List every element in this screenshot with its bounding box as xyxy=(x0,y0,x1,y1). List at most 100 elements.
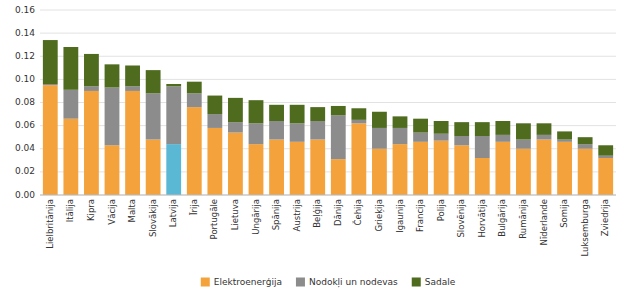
x-tick-label: Ungārija xyxy=(251,199,261,235)
x-tick-label: Portugāle xyxy=(209,199,219,239)
bar xyxy=(495,135,510,142)
bar xyxy=(84,91,99,195)
bar xyxy=(269,105,284,121)
bar xyxy=(434,121,449,134)
bar xyxy=(331,115,346,159)
bar xyxy=(166,84,181,86)
chart: 0.000.020.040.060.080.100.120.140.16Liel… xyxy=(0,0,624,290)
x-tick-label: Beļģija xyxy=(312,199,323,228)
bar xyxy=(331,159,346,195)
bar xyxy=(516,140,531,149)
bar xyxy=(557,131,572,139)
legend-swatch xyxy=(412,278,421,287)
bar xyxy=(269,140,284,196)
bar xyxy=(63,90,78,119)
bar xyxy=(475,122,490,136)
legend-swatch xyxy=(296,278,305,287)
bar xyxy=(105,145,120,195)
bar xyxy=(146,93,161,139)
x-tick-label: Lielbritānija xyxy=(45,199,55,249)
bar xyxy=(578,149,593,195)
bar xyxy=(351,120,366,123)
x-tick-label: Čehija xyxy=(352,199,363,225)
bar xyxy=(125,91,140,195)
bar xyxy=(43,84,58,85)
bar xyxy=(166,144,181,195)
legend-item: Sadale xyxy=(412,277,456,287)
bar xyxy=(393,116,408,128)
bar xyxy=(290,142,305,195)
x-tick-label: Luksemburga xyxy=(580,199,590,257)
y-tick-label: 0.00 xyxy=(15,190,35,200)
bar xyxy=(393,144,408,195)
bar xyxy=(598,156,613,158)
bar xyxy=(146,70,161,93)
bar xyxy=(187,93,202,107)
legend-swatch xyxy=(201,278,210,287)
bar xyxy=(557,140,572,142)
bar xyxy=(495,142,510,195)
x-tick-label: Rumānija xyxy=(518,199,528,239)
bar xyxy=(63,119,78,195)
y-tick-label: 0.08 xyxy=(15,97,35,107)
legend-item: Nodokļi un nodevas xyxy=(296,277,398,288)
x-tick-label: Polija xyxy=(436,199,446,221)
bar xyxy=(598,158,613,195)
y-tick-label: 0.14 xyxy=(15,28,35,38)
bar xyxy=(310,140,325,196)
bar xyxy=(372,112,387,128)
bar xyxy=(413,133,428,142)
bar xyxy=(413,119,428,133)
bar xyxy=(207,114,222,128)
bar xyxy=(537,140,552,196)
bar xyxy=(454,145,469,195)
x-tick-label: Malta xyxy=(127,199,137,222)
bars xyxy=(43,40,613,195)
legend-label: Sadale xyxy=(425,277,456,287)
bar xyxy=(228,122,243,132)
bar xyxy=(372,128,387,149)
bar xyxy=(146,140,161,196)
bar xyxy=(187,107,202,195)
x-tick-label: Austrija xyxy=(292,199,302,231)
grid-line xyxy=(40,10,616,11)
bar xyxy=(187,82,202,94)
bar xyxy=(393,128,408,144)
bar xyxy=(84,54,99,86)
bar xyxy=(578,137,593,144)
legend-label: Elektroenerģija xyxy=(214,277,282,287)
x-tick-label: Dānija xyxy=(333,199,343,226)
bar xyxy=(454,136,469,145)
x-tick-label: Nīderlande xyxy=(539,199,549,245)
y-tick-label: 0.04 xyxy=(15,143,35,153)
bar xyxy=(372,149,387,195)
bar xyxy=(207,96,222,115)
x-tick-label: Kipra xyxy=(86,199,96,221)
bar xyxy=(598,145,613,155)
bar xyxy=(495,121,510,135)
x-tick-label: Slovākija xyxy=(148,199,158,237)
bar xyxy=(207,128,222,195)
bar xyxy=(125,66,140,87)
bar xyxy=(578,144,593,149)
x-tick-label: Bulgārija xyxy=(497,199,507,237)
legend-item: Elektroenerģija xyxy=(201,277,282,287)
x-tick-label: Zviedrija xyxy=(600,199,610,236)
bar xyxy=(454,122,469,136)
y-tick-label: 0.10 xyxy=(15,74,35,84)
bar xyxy=(537,123,552,135)
bar xyxy=(269,121,284,140)
bar xyxy=(249,100,264,123)
bar xyxy=(105,64,120,87)
x-tick-label: Latvija xyxy=(168,199,178,227)
y-tick-label: 0.02 xyxy=(15,166,35,176)
bar xyxy=(125,86,140,91)
y-tick-label: 0.12 xyxy=(15,51,35,61)
bar xyxy=(557,142,572,195)
x-tick-label: Grieķija xyxy=(374,199,385,232)
bar xyxy=(249,123,264,144)
bar xyxy=(290,123,305,142)
bar xyxy=(413,142,428,195)
grid-line xyxy=(40,195,616,196)
legend-label: Nodokļi un nodevas xyxy=(309,277,398,288)
